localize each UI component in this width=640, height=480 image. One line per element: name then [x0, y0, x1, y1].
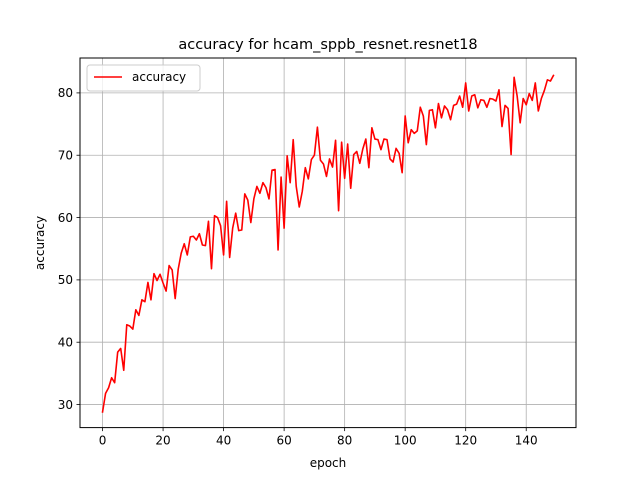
- y-axis-label: accuracy: [33, 216, 47, 270]
- y-tick-label: 80: [58, 86, 73, 100]
- x-tick-label: 100: [394, 434, 417, 448]
- x-tick-label: 120: [454, 434, 477, 448]
- series-line-accuracy: [101, 74, 555, 413]
- legend-box: [86, 64, 201, 92]
- x-tick-label: 80: [337, 434, 352, 448]
- series-layer: [101, 74, 555, 413]
- chart-title: accuracy for hcam_sppb_resnet.resnet18: [178, 37, 477, 53]
- axis-ticks: 0 20 40 60 80 100 120 140 30 40 50 60 70 80: [58, 86, 538, 447]
- y-tick-label: 60: [58, 211, 73, 225]
- legend-label-accuracy: accuracy: [132, 70, 186, 84]
- y-tick-label: 40: [58, 336, 73, 350]
- y-tick-label: 30: [58, 398, 73, 412]
- x-tick-label: 20: [155, 434, 170, 448]
- x-axis-label: epoch: [310, 456, 347, 470]
- plot-frame: [79, 57, 577, 429]
- x-tick-label: 140: [515, 434, 538, 448]
- x-tick-label: 0: [99, 434, 107, 448]
- y-tick-label: 50: [58, 273, 73, 287]
- x-tick-label: 40: [216, 434, 231, 448]
- x-tick-label: 60: [276, 434, 291, 448]
- y-tick-label: 70: [58, 149, 73, 163]
- legend: accuracy: [86, 64, 201, 92]
